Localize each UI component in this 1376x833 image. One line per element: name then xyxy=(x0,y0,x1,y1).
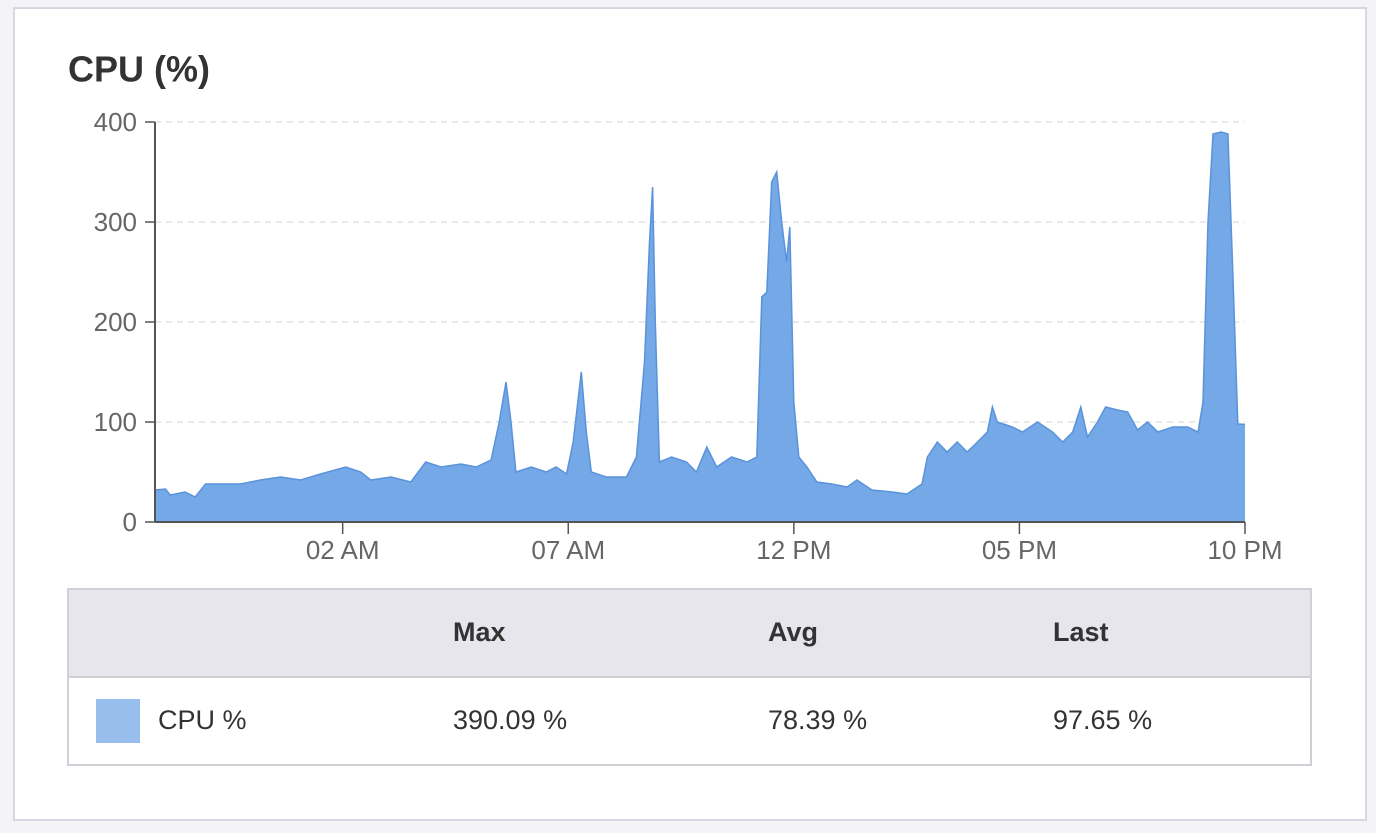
y-tick-label: 0 xyxy=(123,507,137,537)
column-header: Last xyxy=(1053,617,1109,647)
y-tick-label: 300 xyxy=(94,207,137,237)
x-tick-label: 12 PM xyxy=(756,535,831,565)
y-tick-label: 400 xyxy=(94,107,137,137)
x-tick-label: 05 PM xyxy=(982,535,1057,565)
stat-value: 78.39 % xyxy=(768,705,867,735)
chart-title: CPU (%) xyxy=(68,49,210,90)
legend-label: CPU % xyxy=(158,705,247,735)
area-line xyxy=(154,131,1246,498)
column-header: Max xyxy=(453,617,506,647)
y-tick-label: 200 xyxy=(94,307,137,337)
column-header: Avg xyxy=(768,617,818,647)
legend-swatch xyxy=(96,699,140,743)
stat-value: 97.65 % xyxy=(1053,705,1152,735)
plot-area: 0 100 200 300 400 02 AM 07 AM 12 PM 05 PM 10 PM xyxy=(94,107,1283,565)
stat-value: 390.09 % xyxy=(453,705,567,735)
x-tick-label: 07 AM xyxy=(531,535,605,565)
legend-table-header xyxy=(69,590,1310,677)
y-tick-label: 100 xyxy=(94,407,137,437)
area-fill xyxy=(155,132,1245,522)
legend-table-content: Max 390.09 % Avg 78.39 % Last 97.65 % CPU % xyxy=(96,617,1152,743)
x-tick-label: 10 PM xyxy=(1207,535,1282,565)
x-tick-label: 02 AM xyxy=(306,535,380,565)
